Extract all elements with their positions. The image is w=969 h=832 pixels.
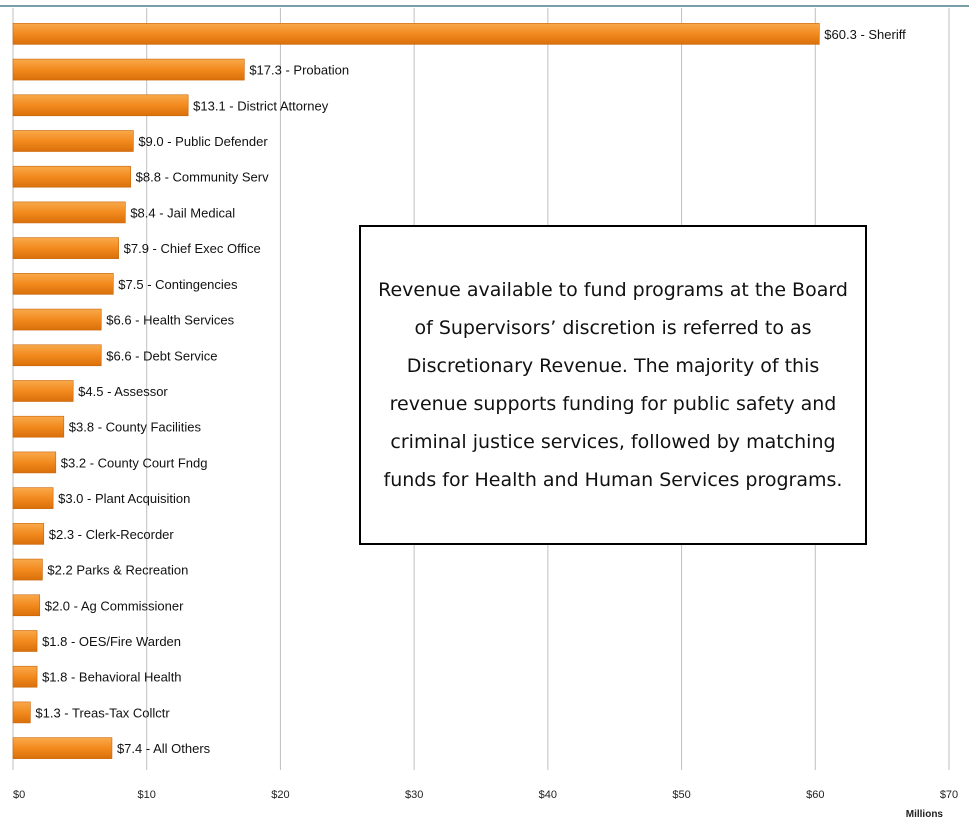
bar-public-defender [12, 130, 134, 152]
data-labels: $60.3 - Sheriff $17.3 - Probation $13.1 - … [35, 27, 906, 756]
bar-county-facilities [12, 415, 65, 438]
data-label: $7.9 - Chief Exec Office [124, 241, 261, 256]
x-tick-label: $70 [940, 789, 958, 801]
bar-parks-recreation [12, 558, 43, 581]
data-label: $2.2 Parks & Recreation [47, 563, 188, 578]
bar-clerk-recorder [12, 523, 45, 545]
data-label: $7.5 - Contingencies [118, 277, 238, 292]
data-label: $3.0 - Plant Acquisition [58, 491, 190, 506]
bar-district-attorney [12, 94, 189, 117]
bar-jail-medical [12, 201, 126, 224]
x-tick-label: $50 [672, 789, 690, 801]
x-tick-label: $0 [13, 789, 25, 801]
bar-oes-fire-warden [12, 630, 38, 652]
data-label: $13.1 - District Attorney [193, 98, 329, 113]
x-axis-title: Millions [905, 809, 943, 820]
data-label: $8.4 - Jail Medical [130, 205, 235, 220]
callout-text: Revenue available to fund programs at th… [378, 279, 848, 491]
bar-plant-acquisition [12, 487, 54, 509]
x-tick-label: $20 [271, 789, 289, 801]
data-label: $2.3 - Clerk-Recorder [49, 527, 175, 542]
data-label: $7.4 - All Others [117, 741, 211, 756]
data-label: $2.0 - Ag Commissioner [45, 598, 184, 613]
x-axis-ticks: $0 $10 $20 $30 $40 $50 $60 $70 [13, 789, 958, 801]
bar-all-others [12, 737, 113, 759]
bar-sheriff [12, 23, 820, 45]
data-label: $1.8 - Behavioral Health [42, 670, 181, 685]
data-label: $60.3 - Sheriff [824, 27, 906, 42]
bar-probation [12, 58, 245, 81]
data-label: $3.2 - County Court Fndg [61, 455, 208, 470]
info-callout-box: Revenue available to fund programs at th… [359, 225, 867, 545]
bar-debt-service [12, 344, 102, 367]
bar-health-services [12, 308, 102, 331]
bar-county-court-fndg [12, 451, 57, 474]
x-tick-label: $30 [405, 789, 423, 801]
data-label: $17.3 - Probation [249, 63, 349, 78]
bar-behavioral-health [12, 665, 38, 688]
bar-chief-exec-office [12, 237, 119, 259]
bar-assessor [12, 380, 74, 402]
data-label: $1.8 - OES/Fire Warden [42, 634, 181, 649]
data-label: $6.6 - Debt Service [106, 348, 217, 363]
bar-contingencies [12, 273, 114, 295]
bar-ag-commissioner [12, 594, 41, 617]
x-tick-label: $40 [539, 789, 557, 801]
x-tick-label: $10 [138, 789, 156, 801]
data-label: $8.8 - Community Serv [136, 170, 269, 185]
data-label: $9.0 - Public Defender [138, 134, 268, 149]
x-tick-label: $60 [806, 789, 824, 801]
bar-community-serv [12, 165, 131, 188]
data-label: $1.3 - Treas-Tax Collctr [35, 705, 170, 720]
data-label: $4.5 - Assessor [78, 384, 168, 399]
data-label: $6.6 - Health Services [106, 313, 234, 328]
data-label: $3.8 - County Facilities [69, 420, 202, 435]
bar-treas-tax-collctr [12, 701, 31, 724]
bars [12, 23, 820, 759]
